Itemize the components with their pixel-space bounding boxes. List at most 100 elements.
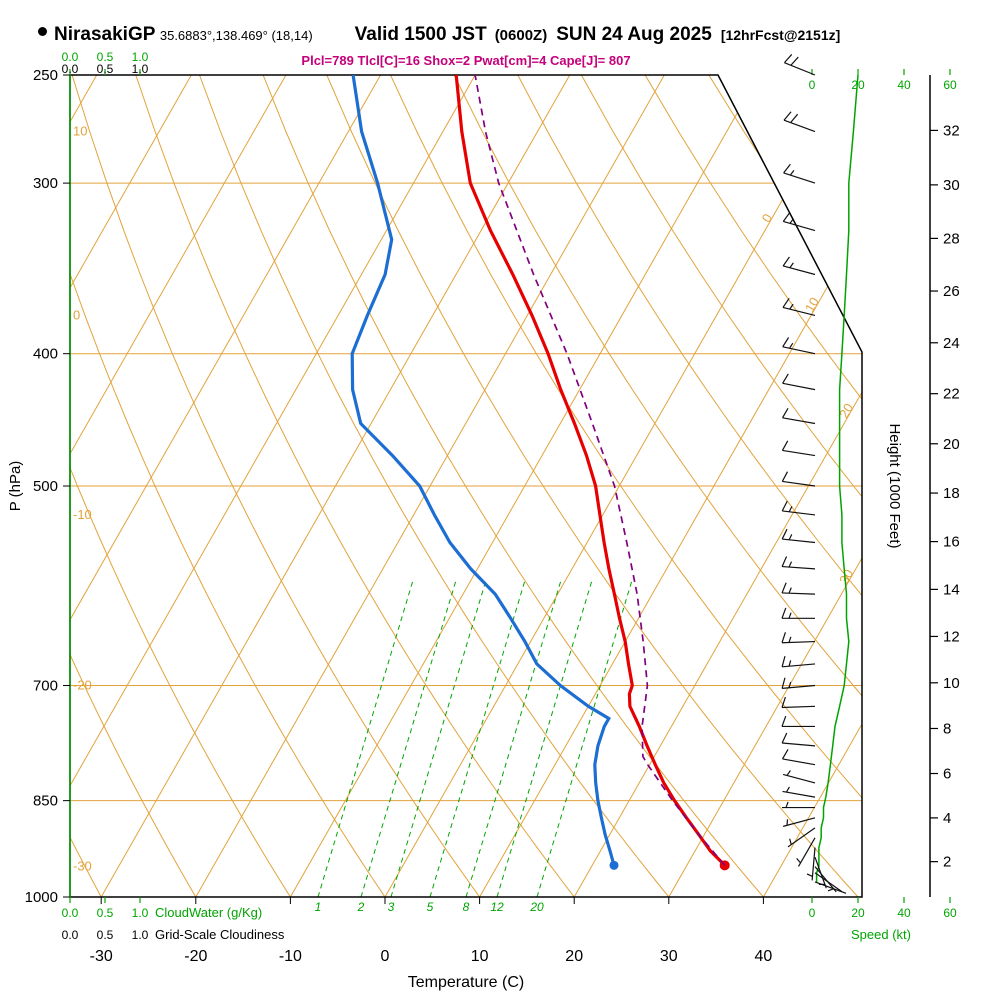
adiabat-label: -20 xyxy=(73,678,92,693)
temperature-tick-label: 10 xyxy=(471,948,489,965)
pressure-axis-title: P (hPa) xyxy=(7,461,24,512)
height-axis-title: Height (1000 Feet) xyxy=(886,423,903,548)
speed-scale-top: 40 xyxy=(897,78,911,92)
height-tick-label: 32 xyxy=(943,122,960,139)
height-tick-label: 8 xyxy=(943,720,951,737)
temperature-tick-label: -10 xyxy=(279,948,302,965)
height-tick-label: 12 xyxy=(943,628,960,645)
height-tick-label: 4 xyxy=(943,810,951,827)
cloudiness-scale-top: 1.0 xyxy=(132,62,149,76)
height-tick-label: 2 xyxy=(943,854,951,871)
dewpoint-curve xyxy=(350,75,616,866)
valid-date: SUN 24 Aug 2025 xyxy=(556,24,712,45)
cloudwater-scale-top: 0.5 xyxy=(97,50,114,64)
station-coords: 35.6883°,138.469° (18,14) xyxy=(159,28,313,43)
pressure-gridlines xyxy=(70,182,862,802)
height-tick-label: 16 xyxy=(943,534,960,551)
speed-scale-bottom: 60 xyxy=(943,906,957,920)
isotherm-label: 30 xyxy=(836,567,856,587)
height-tick-label: 20 xyxy=(943,436,960,453)
mixing-ratio-labels: 1 2 3 5 8 12 20 xyxy=(315,900,544,914)
forecast-tag: [12hrFcst@2151z] xyxy=(720,27,841,43)
height-tick-label: 28 xyxy=(943,230,960,247)
isotherms xyxy=(70,75,862,897)
pressure-tick-label: 500 xyxy=(33,478,58,495)
temperature-tick-label: 20 xyxy=(565,948,583,965)
temperature-axis: -30 -20 -10 0 10 20 30 40 Temperature (C) xyxy=(90,897,773,991)
parcel-curve xyxy=(474,75,726,866)
cloudiness-scale-top: 0.5 xyxy=(97,62,114,76)
dry-adiabats xyxy=(70,75,862,897)
mixing-ratio-label: 20 xyxy=(529,900,544,914)
wind-barbs xyxy=(781,54,847,894)
temperature-tick-label: -30 xyxy=(90,948,113,965)
speed-scale-bottom: 20 xyxy=(851,906,865,920)
speed-scale-bottom: 40 xyxy=(897,906,911,920)
lattice-labels: 10 0 -10 -20 -30 0 10 20 30 xyxy=(73,124,856,874)
cloudiness-label: Grid-Scale Cloudiness xyxy=(155,927,285,942)
speed-scale-bottom: 0 xyxy=(809,906,816,920)
cloudwater-scales: 0.00.00.50.51.01.00.00.00.50.51.01.0Clou… xyxy=(62,50,285,942)
isotherm-label: 20 xyxy=(836,401,856,421)
pressure-tick-label: 700 xyxy=(33,678,58,695)
temperature-tick-label: 30 xyxy=(660,948,678,965)
temperature-tick-label: 40 xyxy=(755,948,773,965)
height-tick-label: 26 xyxy=(943,283,960,300)
speed-scale-top: 20 xyxy=(851,78,865,92)
mixing-ratio-label: 3 xyxy=(388,900,395,914)
cloudwater-scale-top: 1.0 xyxy=(132,50,149,64)
adiabat-label: 10 xyxy=(73,124,87,139)
mixing-ratio-label: 12 xyxy=(490,900,504,914)
mixing-ratio-label: 5 xyxy=(427,900,434,914)
speed-scale: 0 0 20 20 40 40 60 60 Speed (kt) xyxy=(809,69,957,942)
height-tick-label: 18 xyxy=(943,485,960,502)
sounding-curves xyxy=(350,75,730,871)
chart-title: NirasakiGP 35.6883°,138.469° (18,14) Vali… xyxy=(38,24,840,46)
sounding-indices-line: Plcl=789 Tlcl[C]=16 Shox=2 Pwat[cm]=4 Ca… xyxy=(301,53,631,68)
dewpoint-surface-dot xyxy=(609,860,619,870)
adiabat-label: -10 xyxy=(73,507,92,522)
cloudwater-scale-bottom: 0.5 xyxy=(97,906,114,920)
temperature-axis-title: Temperature (C) xyxy=(408,974,524,991)
pressure-axis: 250 300 400 500 700 850 1000 P (hPa) xyxy=(7,67,70,906)
isotherm-label: 0 xyxy=(759,211,776,225)
background-lattice xyxy=(70,75,862,897)
cloudwater-scale-bottom: 1.0 xyxy=(132,906,149,920)
height-tick-label: 22 xyxy=(943,386,960,403)
speed-label: Speed (kt) xyxy=(851,927,911,942)
height-tick-label: 30 xyxy=(943,177,960,194)
cloudiness-scale-top: 0.0 xyxy=(62,62,79,76)
pressure-tick-label: 300 xyxy=(33,175,58,192)
isotherm-label: 10 xyxy=(802,295,822,315)
pressure-tick-label: 400 xyxy=(33,346,58,363)
valid-zulu: (0600Z) xyxy=(494,27,548,44)
cloudiness-scale-bottom: 0.5 xyxy=(97,928,114,942)
adiabat-label: -30 xyxy=(73,859,92,874)
cloudiness-scale-bottom: 1.0 xyxy=(132,928,149,942)
height-tick-label: 6 xyxy=(943,766,951,783)
temperature-tick-label: 0 xyxy=(381,948,390,965)
station-name: NirasakiGP xyxy=(54,24,156,45)
speed-scale-top: 0 xyxy=(809,78,816,92)
height-tick-label: 14 xyxy=(943,581,960,598)
cloudwater-label: CloudWater (g/Kg) xyxy=(155,905,262,920)
temperature-curve xyxy=(454,75,726,867)
station-bullet-icon xyxy=(38,27,47,36)
temperature-tick-label: -20 xyxy=(184,948,207,965)
pressure-tick-label: 850 xyxy=(33,793,58,810)
mixing-ratio-label: 8 xyxy=(463,900,470,914)
pressure-tick-label: 250 xyxy=(33,67,58,84)
height-tick-label: 10 xyxy=(943,675,960,692)
mixing-ratio-label: 2 xyxy=(357,900,365,914)
mixing-ratio-lines xyxy=(317,577,634,897)
mixing-ratio-label: 1 xyxy=(315,900,322,914)
height-tick-label: 24 xyxy=(943,335,960,352)
adiabat-label: 0 xyxy=(73,307,80,322)
valid-time: Valid 1500 JST xyxy=(354,24,487,45)
speed-scale-top: 60 xyxy=(943,78,957,92)
wind-speed-curve xyxy=(815,74,859,882)
cloudwater-scale-bottom: 0.0 xyxy=(62,906,79,920)
